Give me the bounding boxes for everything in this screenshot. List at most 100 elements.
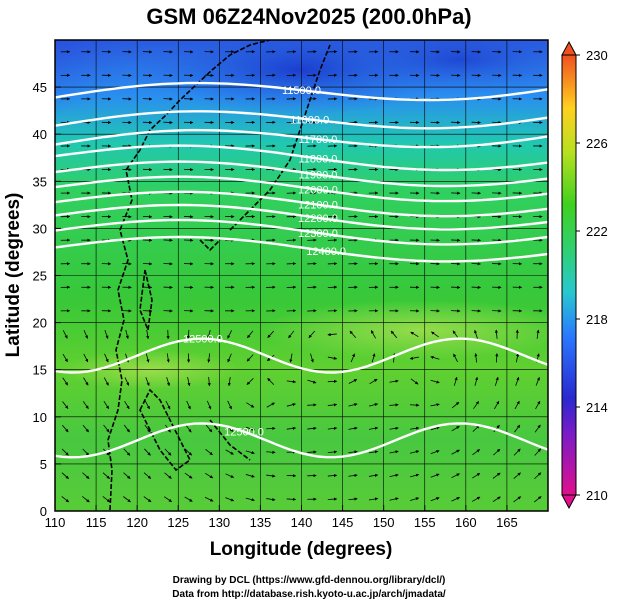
colorbar-min-arrow	[561, 494, 577, 510]
wind-arrow	[207, 376, 211, 387]
wind-arrow	[62, 424, 69, 433]
wind-arrow	[307, 450, 317, 454]
wind-arrow	[145, 353, 150, 363]
wind-arrow	[165, 400, 171, 410]
x-tick-label: 115	[86, 515, 107, 530]
y-tick-label: 0	[40, 504, 47, 519]
wind-arrow	[534, 472, 542, 480]
x-tick-label: 120	[126, 515, 148, 530]
wind-arrow	[266, 497, 276, 502]
wind-arrow	[286, 380, 297, 384]
wind-arrow	[102, 472, 110, 479]
wind-arrow	[348, 450, 358, 454]
wind-arrow	[534, 424, 541, 433]
wind-arrow	[102, 496, 111, 503]
wind-arrow	[451, 425, 460, 432]
wind-arrow	[451, 496, 460, 502]
wind-arrow	[389, 426, 399, 430]
wind-arrow	[245, 450, 255, 455]
wind-arrow	[146, 329, 150, 340]
wind-arrow	[225, 497, 235, 502]
wind-arrow	[266, 474, 276, 478]
wind-arrow	[266, 426, 276, 431]
wind-arrow	[61, 448, 69, 456]
wind-arrow	[205, 472, 214, 479]
wind-arrow	[453, 376, 458, 386]
height-contour-line	[55, 144, 548, 172]
wind-arrow	[410, 473, 420, 478]
contour-label: 11900.0	[298, 170, 337, 182]
wind-arrow	[494, 400, 500, 410]
wind-arrow	[184, 472, 193, 479]
y-tick-label: 10	[33, 410, 47, 425]
wind-arrow	[368, 403, 379, 407]
wind-arrow	[513, 496, 522, 503]
wind-arrow	[207, 329, 211, 340]
wind-arrow	[389, 473, 399, 478]
wind-arrow	[348, 473, 358, 478]
wind-arrow	[186, 329, 190, 340]
wind-arrow	[104, 353, 109, 363]
wind-arrow	[245, 474, 255, 478]
wind-arrow	[125, 329, 129, 340]
y-tick-label: 45	[33, 80, 47, 95]
wind-arrow	[207, 353, 211, 363]
wind-arrow	[266, 402, 275, 408]
contour-label: 12500.0	[224, 427, 264, 439]
colorbar-tick-label: 214	[586, 400, 608, 415]
wind-arrow	[143, 496, 152, 503]
x-tick-label: 150	[373, 515, 395, 530]
wind-arrow	[368, 497, 379, 501]
wind-arrow	[62, 401, 69, 409]
wind-arrow	[164, 472, 172, 479]
new-guinea-coast	[209, 419, 251, 461]
wind-arrow	[166, 353, 170, 363]
wind-arrow	[471, 496, 481, 502]
plot-area	[55, 40, 548, 511]
wind-arrow	[62, 377, 69, 386]
wind-arrow	[513, 472, 521, 479]
wind-arrow	[184, 448, 193, 456]
colorbar: 210 214 218 222 226 230	[561, 40, 608, 510]
wind-arrow	[514, 400, 520, 410]
wind-arrow	[83, 353, 89, 363]
wind-arrow	[535, 377, 540, 386]
wind-arrow	[123, 448, 131, 456]
wind-arrow	[185, 424, 192, 433]
wind-arrow	[368, 450, 379, 454]
y-axis-ticks: 0 5 10 15 20 25 30 35 40 45	[33, 80, 61, 519]
y-axis-label: Latitude (degrees)	[3, 193, 24, 358]
korea-outline	[199, 239, 221, 252]
wind-arrow	[472, 449, 480, 456]
wind-arrow	[103, 424, 110, 433]
wind-arrow	[310, 353, 314, 363]
wind-arrow	[389, 379, 399, 383]
wind-arrow	[534, 448, 542, 456]
contour-label: 12300.0	[298, 228, 338, 240]
wind-arrow	[227, 400, 232, 410]
y-tick-label: 40	[33, 127, 47, 142]
height-contour-line	[55, 110, 548, 130]
wind-arrow	[474, 376, 479, 386]
y-tick-label: 35	[33, 174, 47, 189]
height-contour-line	[55, 203, 548, 231]
x-axis-ticks: 110 115 120 125 130 135 140 145 150 155 160 165	[45, 505, 518, 530]
wind-arrow	[124, 400, 130, 410]
wind-arrow	[205, 449, 213, 456]
wind-arrow	[82, 401, 89, 409]
wind-arrow	[515, 376, 520, 386]
wind-arrow	[430, 355, 440, 360]
wind-arrow	[492, 496, 501, 503]
wind-arrow	[371, 353, 376, 363]
y-tick-label: 5	[40, 457, 47, 472]
wind-arrow	[307, 426, 317, 430]
wind-arrow	[430, 403, 440, 407]
wind-arrow	[495, 353, 499, 363]
contour-label: 11700.0	[298, 134, 337, 146]
height-contour-line	[55, 235, 548, 263]
height-contour-line	[55, 81, 548, 102]
asian-coastline	[107, 40, 271, 511]
wind-arrow	[473, 401, 480, 409]
wind-arrow	[166, 377, 170, 387]
wind-arrow	[327, 497, 338, 501]
